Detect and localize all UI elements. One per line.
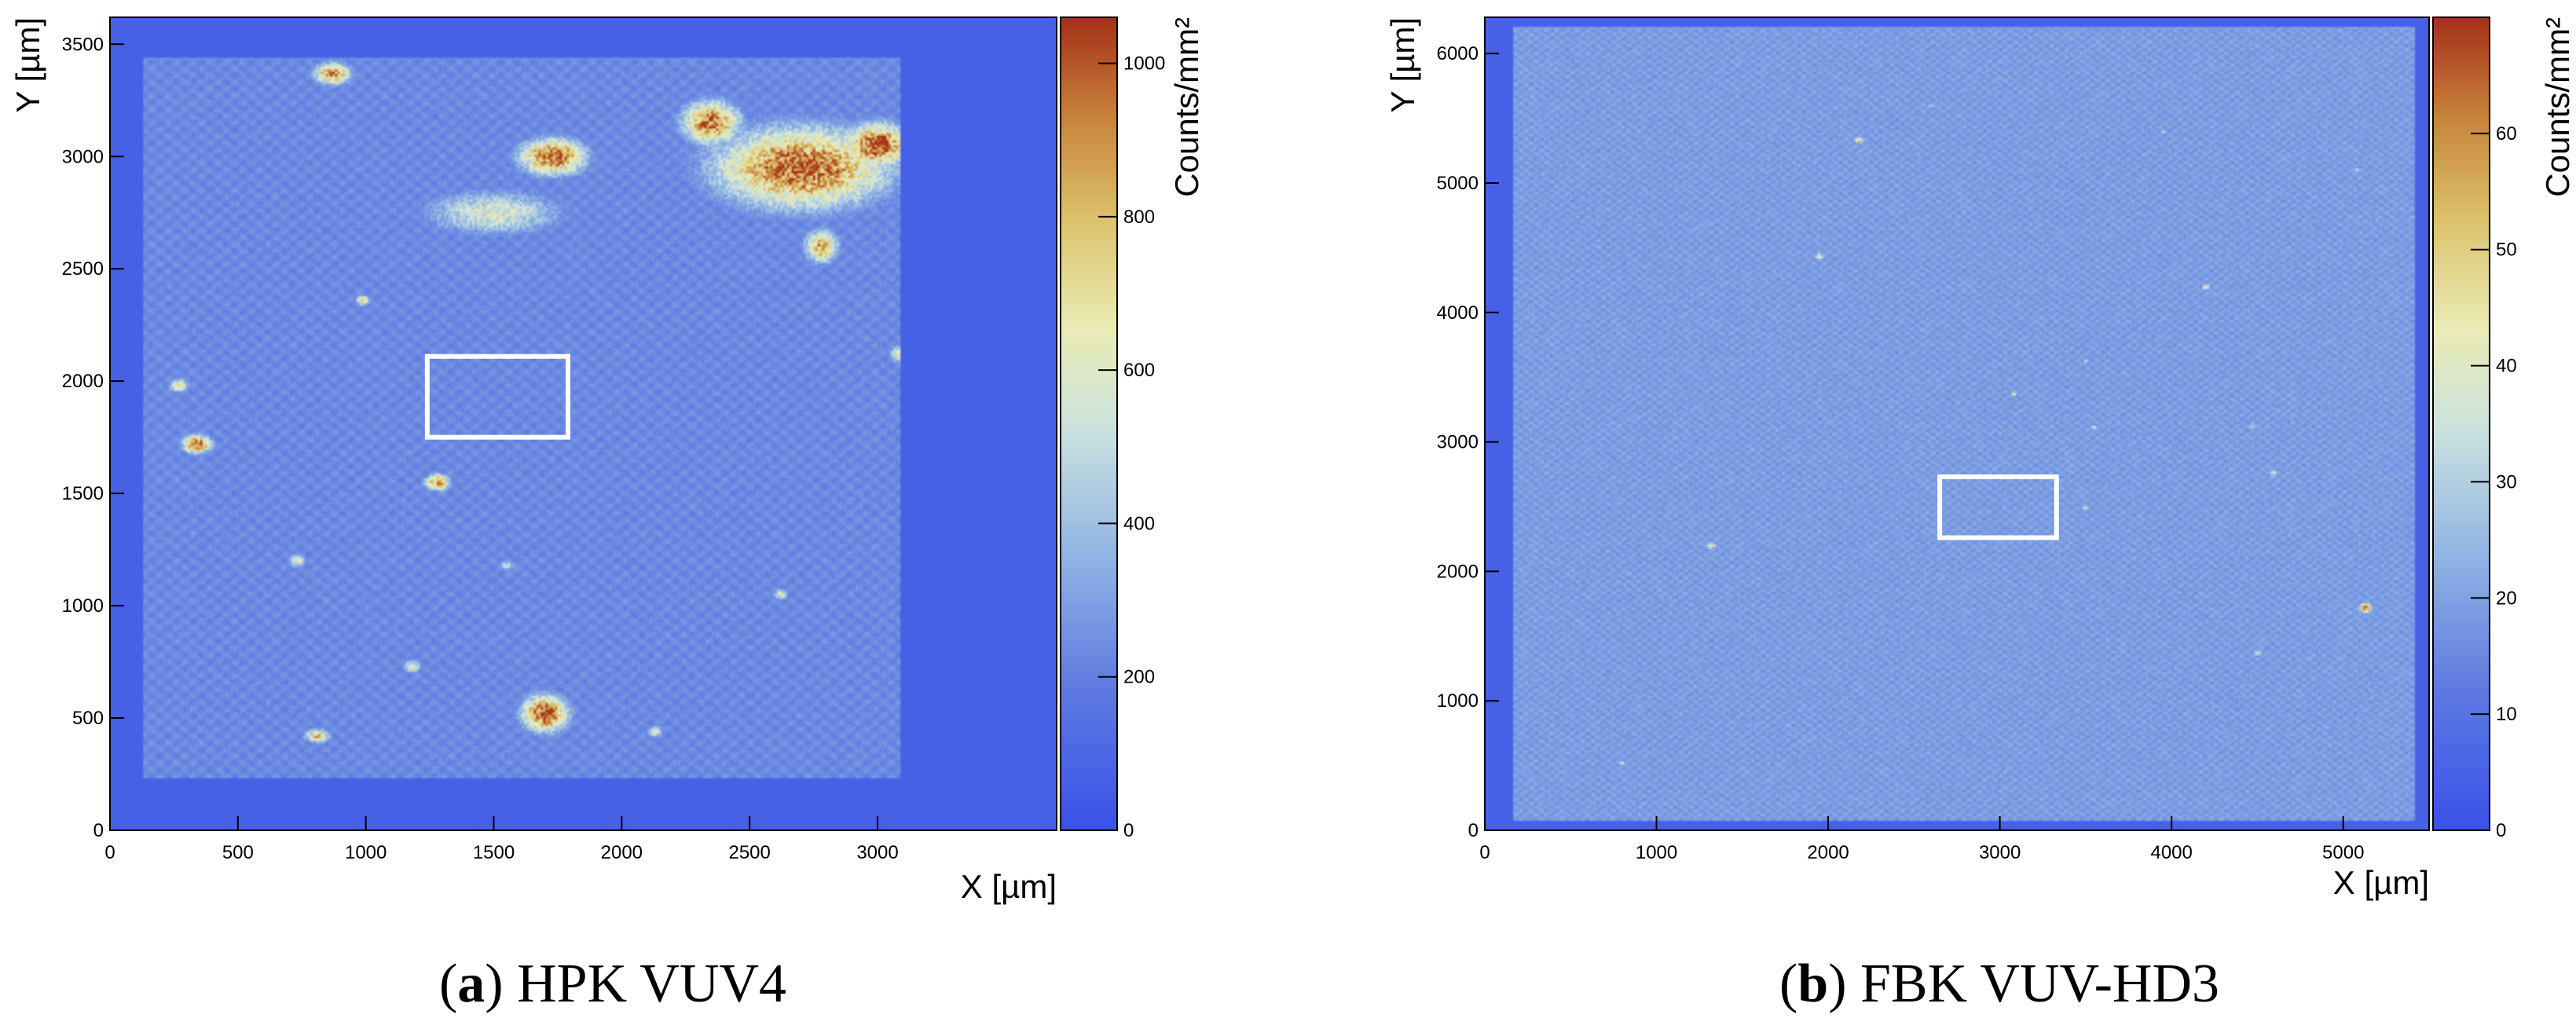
panel-b-heatmap [1485, 17, 2429, 830]
x-tick-label: 2500 [728, 842, 770, 863]
x-tick-label: 1000 [1636, 842, 1677, 863]
panel-b-y-label: Y [µm] [1384, 17, 1421, 112]
panel-a-caption-text: HPK VUV4 [517, 954, 786, 1014]
x-tick-label: 1000 [345, 842, 387, 863]
panel-b-plot-border [1484, 16, 2430, 831]
colorbar-tick-label: 200 [1123, 667, 1155, 688]
colorbar-tick-label: 0 [1123, 820, 1134, 841]
colorbar-tick-label: 0 [2496, 820, 2506, 841]
panel-a-plot-border [109, 16, 1057, 831]
y-tick-label: 1000 [1437, 690, 1479, 712]
colorbar-tick-label: 800 [1123, 207, 1155, 228]
panel-b-caption: (b) FBK VUV-HD3 [1779, 954, 2219, 1014]
panel-b-x-label: X [µm] [2333, 864, 2429, 901]
panel-a-colorbar-border [1060, 16, 1118, 831]
panel-b-caption-text: FBK VUV-HD3 [1860, 954, 2219, 1014]
panel-a-colorbar [1061, 17, 1117, 830]
colorbar-tick-label: 60 [2496, 123, 2517, 145]
x-tick-label: 2000 [1807, 842, 1849, 863]
panel-a-x-axis: 0 500 1000 1500 2000 2500 3000 [104, 816, 899, 863]
x-tick-label: 5000 [2322, 842, 2364, 863]
panel-a-heatmap [110, 17, 1057, 830]
colorbar-tick-label: 50 [2496, 240, 2517, 261]
panel-a-caption: (a) HPK VUV4 [439, 954, 786, 1014]
colorbar-tick-label: 20 [2496, 588, 2517, 609]
colorbar-tick-label: 1000 [1123, 53, 1165, 75]
panel-b-colorbar [2433, 17, 2490, 830]
colorbar-tick-label: 400 [1123, 513, 1155, 534]
panel-b-y-axis: 0 1000 2000 3000 4000 5000 6000 [1437, 43, 1499, 841]
y-tick-label: 4000 [1437, 302, 1479, 324]
y-tick-label: 3000 [62, 146, 104, 167]
x-tick-label: 4000 [2150, 842, 2192, 863]
panel-b-highlight-box [1937, 474, 2059, 540]
x-tick-label: 0 [1479, 842, 1490, 863]
panel-a-tag: a [457, 954, 485, 1014]
panel-a-colorbar-axis: 0 200 400 600 800 1000 [1098, 53, 1165, 841]
x-tick-label: 3000 [1979, 842, 2021, 863]
panel-b-colorbar-axis: 0 10 20 30 40 50 60 [2471, 123, 2517, 841]
y-tick-label: 3500 [62, 34, 104, 55]
y-tick-label: 0 [93, 820, 104, 841]
x-tick-label: 3000 [856, 842, 898, 863]
y-tick-label: 1500 [62, 483, 104, 504]
y-tick-label: 5000 [1437, 173, 1479, 194]
x-tick-label: 500 [222, 842, 254, 863]
y-tick-label: 0 [1468, 820, 1479, 841]
colorbar-tick-label: 30 [2496, 471, 2517, 493]
x-tick-label: 1500 [473, 842, 515, 863]
panel-a-y-label: Y [µm] [9, 17, 46, 112]
panel-a-highlight-box [424, 353, 570, 440]
panel-b: 0 1000 2000 3000 4000 5000 0 1000 2000 3000 4000 5… [1384, 16, 2576, 1014]
panel-b-x-axis: 0 1000 2000 3000 4000 5000 [1479, 816, 2364, 863]
panel-a-y-axis: 0 500 1000 1500 2000 2500 3000 3500 [62, 34, 124, 841]
panel-a: 0 500 1000 1500 2000 2500 3000 050010001500200… [9, 16, 1205, 1014]
x-tick-label: 2000 [601, 842, 643, 863]
panel-a-colorbar-label: Counts/mm² [1168, 17, 1205, 197]
y-tick-label: 500 [72, 708, 104, 729]
y-tick-label: 3000 [1437, 432, 1479, 453]
y-tick-label: 6000 [1437, 43, 1479, 64]
panel-b-colorbar-border [2432, 16, 2490, 831]
x-tick-label: 0 [104, 842, 115, 863]
panel-a-x-label: X [µm] [961, 868, 1057, 905]
y-tick-label: 2000 [1437, 561, 1479, 582]
panel-b-tag: b [1797, 954, 1828, 1014]
y-tick-label: 2500 [62, 258, 104, 280]
colorbar-tick-label: 600 [1123, 360, 1155, 381]
panel-b-colorbar-label: Counts/mm² [2539, 17, 2576, 197]
colorbar-tick-label: 10 [2496, 704, 2517, 725]
colorbar-tick-label: 40 [2496, 356, 2517, 377]
y-tick-label: 1000 [62, 595, 104, 617]
y-tick-label: 2000 [62, 371, 104, 392]
